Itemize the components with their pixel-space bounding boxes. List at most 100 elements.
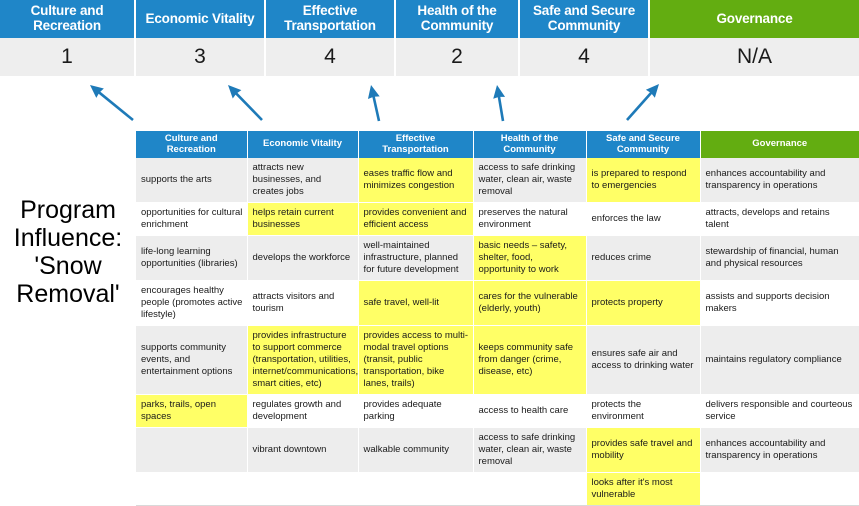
scorecard-header-health-of-the-community[interactable]: Health of the Community	[396, 0, 520, 38]
matrix-cell-highlighted[interactable]: looks after it's most vulnerable	[586, 472, 701, 506]
matrix-row: vibrant downtown walkable community access…	[136, 427, 859, 473]
scorecard-header-economic-vitality[interactable]: Economic Vitality	[136, 0, 266, 38]
matrix-header-governance[interactable]: Governance	[700, 131, 859, 159]
matrix-header-economic-vitality[interactable]: Economic Vitality	[247, 131, 359, 159]
matrix-cell[interactable]	[247, 472, 359, 506]
scorecard-value-culture-and-recreation: 1	[0, 38, 136, 76]
matrix-cell[interactable]: supports the arts	[136, 158, 248, 204]
matrix-cell[interactable]: access to safe drinking water, clean air…	[473, 427, 587, 473]
matrix-cell-highlighted[interactable]: cares for the vulnerable (elderly, youth…	[473, 280, 587, 326]
influence-arrows-group	[90, 84, 659, 122]
matrix-cell[interactable]: stewardship of financial, human and phys…	[700, 235, 859, 281]
matrix-cell-highlighted[interactable]: protects property	[586, 280, 701, 326]
matrix-cell[interactable]	[700, 472, 859, 506]
matrix-row: supports the arts attracts new businesses…	[136, 158, 859, 204]
matrix-cell[interactable]: vibrant downtown	[247, 427, 359, 473]
matrix-cell-highlighted[interactable]: safe travel, well-lit	[358, 280, 474, 326]
matrix-cell[interactable]: attracts, develops and retains talent	[700, 202, 859, 237]
matrix-cell-highlighted[interactable]: parks, trails, open spaces	[136, 394, 248, 428]
matrix-row: life-long learning opportunities (librar…	[136, 235, 859, 281]
scorecard-header-effective-transportation[interactable]: Effective Transportation	[266, 0, 396, 38]
matrix-cell-highlighted[interactable]: provides infrastructure to support comme…	[247, 325, 359, 395]
scorecard-value-governance: N/A	[650, 38, 859, 76]
scorecard-value-economic-vitality: 3	[136, 38, 266, 76]
matrix-cell[interactable]: assists and supports decision makers	[700, 280, 859, 326]
matrix-cell[interactable]: opportunities for cultural enrichment	[136, 202, 248, 237]
matrix-cell[interactable]: life-long learning opportunities (librar…	[136, 235, 248, 281]
matrix-cell[interactable]: preserves the natural environment	[473, 202, 587, 237]
scorecard-value-health-of-the-community: 2	[396, 38, 520, 76]
arrow-safe-and-secure-community	[626, 84, 659, 121]
matrix-cell-highlighted[interactable]: helps retain current businesses	[247, 202, 359, 237]
scorecard-value-safe-and-secure-community: 4	[520, 38, 650, 76]
arrow-health-of-the-community-shaft	[497, 94, 505, 122]
matrix-header-effective-transportation[interactable]: Effective Transportation	[358, 131, 474, 159]
matrix-cell[interactable]: develops the workforce	[247, 235, 359, 281]
outcomes-table-header-row: Culture and Recreation Economic Vitality E…	[136, 131, 859, 159]
matrix-header-safe-and-secure-community[interactable]: Safe and Secure Community	[586, 131, 701, 159]
matrix-row: parks, trails, open spaces regulates grow…	[136, 394, 859, 428]
arrow-safe-and-secure-community-head	[645, 84, 659, 98]
matrix-cell[interactable]: reduces crime	[586, 235, 701, 281]
matrix-row: looks after it's most vulnerable	[136, 472, 859, 506]
matrix-row: supports community events, and entertain…	[136, 325, 859, 395]
arrow-effective-transportation	[367, 85, 381, 122]
matrix-cell-highlighted[interactable]: provides access to multi-modal travel op…	[358, 325, 474, 395]
matrix-cell-highlighted[interactable]: provides convenient and efficient access	[358, 202, 474, 237]
scorecard-header-governance[interactable]: Governance	[650, 0, 859, 38]
outcomes-table: Culture and Recreation Economic Vitality E…	[136, 131, 859, 506]
matrix-cell[interactable]	[358, 472, 474, 506]
scorecard-value-effective-transportation: 4	[266, 38, 396, 76]
matrix-row: opportunities for cultural enrichment hel…	[136, 202, 859, 237]
arrow-health-of-the-community	[493, 85, 506, 122]
scorecard-header-culture-and-recreation[interactable]: Culture and Recreation	[0, 0, 136, 38]
matrix-cell[interactable]	[136, 472, 248, 506]
matrix-row: encourages healthy people (promotes acti…	[136, 280, 859, 326]
matrix-cell[interactable]: regulates growth and development	[247, 394, 359, 428]
matrix-cell[interactable]: well-maintained infrastructure, planned …	[358, 235, 474, 281]
community-outcomes-matrix: Culture and Recreation Economic Vitality E…	[136, 131, 859, 506]
scorecard-header-row: Culture and Recreation Economic Vitality E…	[0, 0, 859, 38]
matrix-cell[interactable]: delivers responsible and courteous servi…	[700, 394, 859, 428]
matrix-cell[interactable]: ensures safe air and access to drinking …	[586, 325, 701, 395]
outcomes-table-body: supports the arts attracts new businesses…	[136, 158, 859, 506]
matrix-cell[interactable]: encourages healthy people (promotes acti…	[136, 280, 248, 326]
matrix-cell-highlighted[interactable]: provides safe travel and mobility	[586, 427, 701, 473]
matrix-cell[interactable]	[136, 427, 248, 473]
matrix-cell[interactable]: protects the environment	[586, 394, 701, 428]
scorecard-value-row: 1 3 4 2 4 N/A	[0, 38, 859, 76]
arrow-effective-transportation-shaft	[371, 94, 381, 122]
matrix-header-culture-and-recreation[interactable]: Culture and Recreation	[136, 131, 248, 159]
matrix-cell[interactable]: enhances accountability and transparency…	[700, 427, 859, 473]
caption-line-3: 'Snow	[34, 252, 102, 280]
matrix-cell-highlighted[interactable]: is prepared to respond to emergencies	[586, 158, 701, 204]
arrow-culture-and-recreation-head	[90, 85, 104, 98]
matrix-cell-highlighted[interactable]: keeps community safe from danger (crime,…	[473, 325, 587, 395]
matrix-cell[interactable]: maintains regulatory compliance	[700, 325, 859, 395]
scorecard-header-safe-and-secure-community[interactable]: Safe and Secure Community	[520, 0, 650, 38]
caption-line-1: Program	[20, 196, 116, 224]
arrow-economic-vitality	[228, 85, 263, 121]
arrow-economic-vitality-head	[228, 85, 242, 99]
matrix-cell[interactable]: enforces the law	[586, 202, 701, 237]
matrix-cell[interactable]: access to health care	[473, 394, 587, 428]
arrow-health-of-the-community-head	[493, 85, 506, 99]
program-influence-caption: Program Influence: 'Snow Removal'	[2, 196, 134, 308]
arrow-culture-and-recreation	[90, 85, 134, 122]
arrow-effective-transportation-head	[367, 85, 380, 99]
arrow-economic-vitality-shaft	[234, 91, 263, 121]
matrix-cell[interactable]: access to safe drinking water, clean air…	[473, 158, 587, 204]
strategic-priorities-scorecard: Culture and Recreation Economic Vitality E…	[0, 0, 859, 76]
matrix-cell[interactable]: supports community events, and entertain…	[136, 325, 248, 395]
matrix-cell[interactable]: walkable community	[358, 427, 474, 473]
matrix-cell[interactable]: attracts new businesses, and creates job…	[247, 158, 359, 204]
matrix-cell[interactable]	[473, 472, 587, 506]
matrix-cell-highlighted[interactable]: basic needs – safety, shelter, food, opp…	[473, 235, 587, 281]
matrix-cell[interactable]: enhances accountability and transparency…	[700, 158, 859, 204]
arrow-safe-and-secure-community-shaft	[626, 90, 654, 121]
matrix-header-health-of-the-community[interactable]: Health of the Community	[473, 131, 587, 159]
matrix-cell[interactable]: provides adequate parking	[358, 394, 474, 428]
matrix-cell-highlighted[interactable]: eases traffic flow and minimizes congest…	[358, 158, 474, 204]
matrix-cell[interactable]: attracts visitors and tourism	[247, 280, 359, 326]
arrow-culture-and-recreation-shaft	[96, 90, 134, 122]
